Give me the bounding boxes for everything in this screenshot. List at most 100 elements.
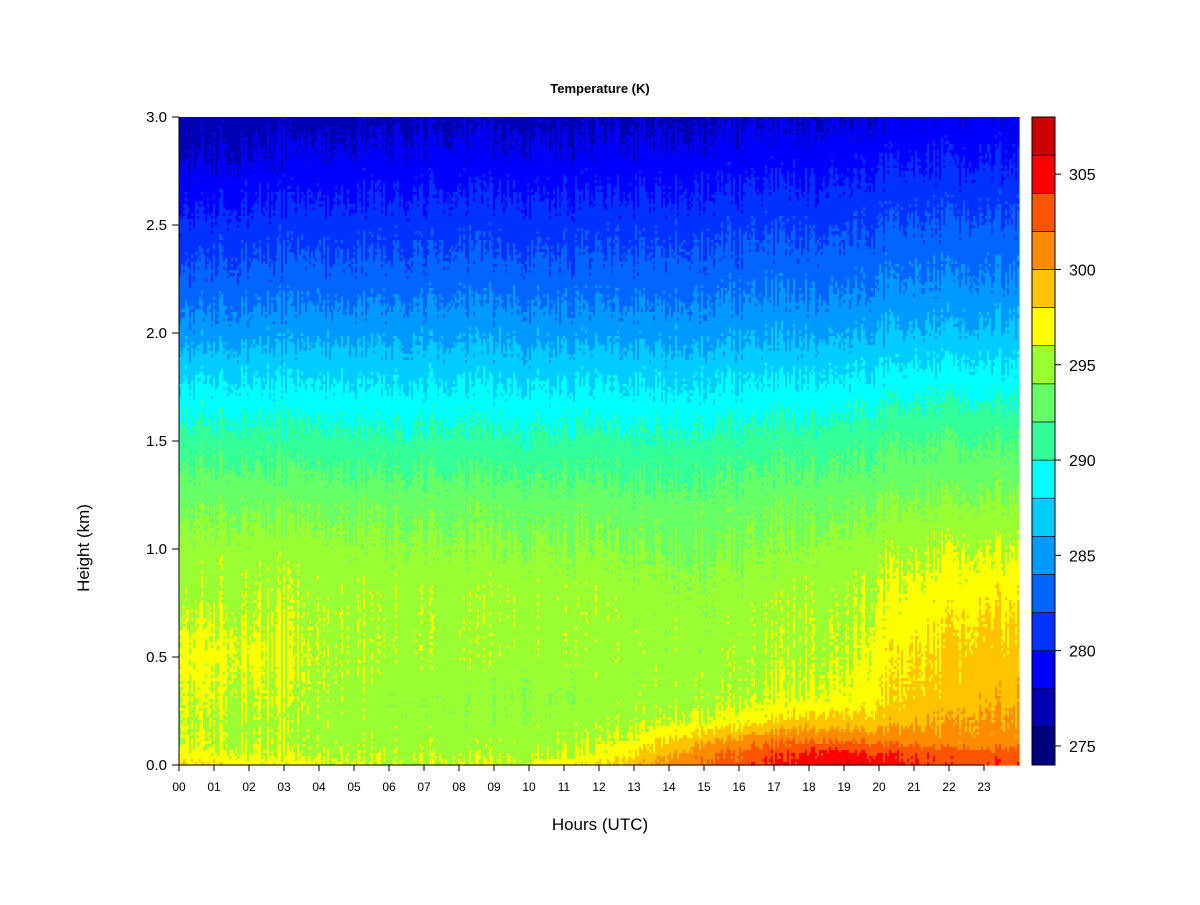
field-cell: [407, 540, 410, 550]
field-cell: [349, 264, 352, 268]
field-cell: [281, 324, 284, 358]
field-cell: [269, 534, 272, 757]
field-cell: [459, 759, 462, 766]
field-cell: [219, 126, 222, 133]
field-cell: [277, 492, 280, 499]
field-cell: [437, 117, 440, 148]
field-cell: [255, 294, 258, 298]
field-cell: [275, 195, 278, 202]
field-cell: [273, 159, 276, 163]
field-cell: [251, 429, 254, 478]
field-cell: [197, 156, 200, 205]
field-cell: [399, 471, 402, 517]
field-cell: [417, 435, 420, 472]
field-cell: [289, 705, 292, 736]
field-cell: [301, 192, 304, 196]
field-cell: [183, 726, 186, 733]
field-cell: [399, 516, 402, 520]
field-cell: [221, 555, 224, 562]
field-cell: [385, 315, 388, 322]
field-cell: [285, 153, 288, 163]
field-cell: [303, 603, 306, 607]
field-cell: [289, 696, 292, 706]
field-cell: [377, 423, 380, 451]
field-cell: [323, 381, 326, 385]
field-cell: [293, 345, 296, 385]
field-cell: [233, 660, 236, 664]
field-cell: [305, 471, 308, 475]
field-cell: [257, 261, 260, 298]
field-cell: [205, 699, 208, 703]
field-cell: [301, 672, 304, 682]
field-cell: [287, 288, 290, 295]
field-cell: [363, 627, 366, 634]
field-cell: [239, 477, 242, 535]
field-cell: [351, 390, 354, 436]
field-cell: [235, 651, 238, 655]
field-cell: [321, 390, 324, 430]
field-cell: [377, 243, 380, 295]
field-cell: [293, 642, 296, 646]
field-cell: [259, 450, 262, 457]
field-cell: [211, 357, 214, 388]
field-cell: [201, 294, 204, 301]
field-cell: [455, 195, 458, 199]
field-cell: [401, 480, 404, 520]
field-cell: [393, 339, 396, 343]
field-cell: [391, 360, 394, 397]
field-cell: [309, 351, 312, 379]
field-cell: [417, 204, 420, 208]
field-cell: [283, 411, 286, 415]
field-cell: [261, 759, 264, 763]
field-cell: [271, 672, 274, 676]
field-cell: [331, 306, 334, 310]
field-cell: [291, 240, 294, 253]
field-cell: [377, 513, 380, 592]
field-cell: [391, 489, 394, 493]
field-cell: [185, 453, 188, 502]
field-cell: [193, 333, 196, 358]
field-cell: [301, 375, 304, 382]
field-cell: [257, 741, 260, 745]
field-cell: [213, 141, 216, 145]
field-cell: [237, 435, 240, 478]
field-cell: [339, 309, 342, 349]
field-cell: [413, 120, 416, 124]
field-cell: [199, 378, 202, 382]
field-cell: [305, 216, 308, 253]
field-cell: [293, 630, 296, 634]
field-cell: [215, 525, 218, 529]
field-cell: [271, 138, 274, 142]
field-cell: [219, 720, 222, 724]
field-cell: [367, 303, 370, 310]
field-cell: [425, 150, 428, 157]
field-cell: [217, 318, 220, 322]
field-cell: [333, 153, 336, 157]
field-cell: [425, 156, 428, 160]
field-cell: [283, 366, 286, 370]
field-cell: [411, 534, 414, 538]
field-cell: [341, 594, 344, 610]
field-cell: [395, 618, 398, 625]
field-cell: [275, 705, 278, 718]
field-cell: [455, 423, 458, 427]
field-cell: [217, 705, 220, 757]
field-cell: [385, 486, 388, 490]
field-cell: [319, 684, 322, 754]
field-cell: [313, 210, 316, 259]
field-cell: [433, 528, 436, 532]
field-cell: [457, 471, 460, 475]
field-cell: [435, 132, 438, 190]
field-cell: [231, 426, 234, 433]
field-cell: [277, 336, 280, 340]
field-cell: [257, 420, 260, 460]
field-cell: [399, 348, 402, 391]
field-cell: [343, 435, 346, 484]
field-cell: [247, 219, 250, 229]
field-cell: [431, 588, 434, 592]
field-cell: [363, 621, 366, 628]
field-cell: [257, 303, 260, 346]
field-cell: [469, 591, 472, 598]
field-cell: [429, 171, 432, 175]
field-cell: [275, 621, 278, 625]
